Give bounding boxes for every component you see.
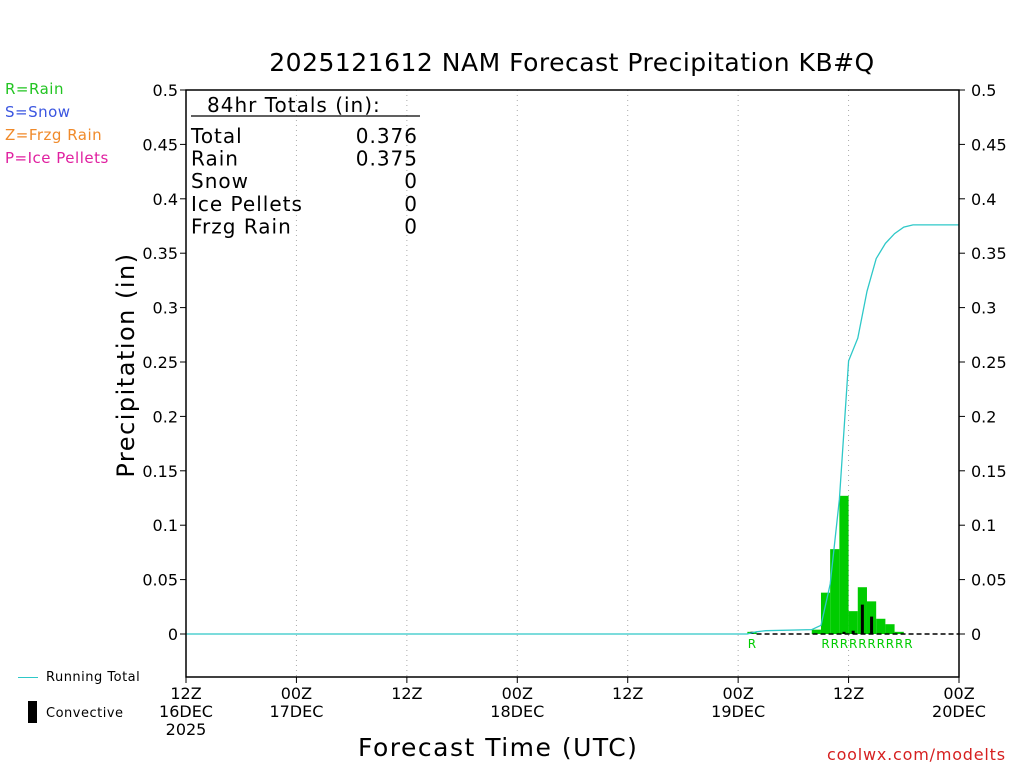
plot-frame bbox=[185, 89, 960, 678]
x-tick-label: 00Z bbox=[281, 684, 312, 703]
y-tick-label-right: 0.4 bbox=[971, 190, 996, 209]
x-tick-label: 00Z bbox=[943, 684, 974, 703]
legend-rain-label: R=Rain bbox=[5, 80, 64, 98]
x-tick-label: 12Z bbox=[391, 684, 422, 703]
ptype-marker: R bbox=[831, 637, 839, 651]
convective-legend-label: Convective bbox=[46, 706, 124, 721]
y-tick-label-left: 0.45 bbox=[142, 135, 178, 154]
ptype-marker: R bbox=[904, 637, 912, 651]
y-tick-label-right: 0.35 bbox=[971, 244, 1007, 263]
ptype-marker: R bbox=[840, 637, 848, 651]
x-tick-label: 17DEC bbox=[269, 702, 323, 721]
x-tick-label: 12Z bbox=[833, 684, 864, 703]
convective-bar bbox=[860, 604, 864, 634]
ptype-marker: R bbox=[849, 637, 857, 651]
ptype-marker: R bbox=[821, 637, 829, 651]
totals-header: 84hr Totals (in): bbox=[207, 93, 381, 117]
rain-bar bbox=[830, 549, 840, 634]
convective-bar bbox=[842, 631, 846, 634]
chart-grid bbox=[295, 90, 850, 677]
y-tick-label-left: 0.1 bbox=[153, 516, 178, 535]
y-tick-label-right: 0.1 bbox=[971, 516, 996, 535]
y-tick-label-right: 0.3 bbox=[971, 299, 996, 318]
rain-bar bbox=[820, 592, 831, 634]
totals-box: 84hr Totals (in): Total 0.376 Rain 0.375 Snow… bbox=[190, 93, 420, 238]
totals-value: 0 bbox=[404, 214, 418, 238]
ptype-marker: R bbox=[895, 637, 903, 651]
x-tick-label: 16DEC bbox=[159, 702, 213, 721]
legend-snow-label: S=Snow bbox=[5, 103, 71, 121]
y-tick-label-left: 0.05 bbox=[142, 571, 178, 590]
convective-legend-swatch bbox=[28, 701, 37, 723]
y-tick-label-right: 0.2 bbox=[971, 407, 996, 426]
legend-ice-pellets-label: P=Ice Pellets bbox=[5, 149, 109, 167]
running-total-line bbox=[186, 224, 959, 635]
ptype-marker: R bbox=[886, 637, 894, 651]
y-tick-label-right: 0.25 bbox=[971, 353, 1007, 372]
convective-bar bbox=[870, 616, 874, 634]
y-tick-label-left: 0.5 bbox=[153, 81, 178, 100]
x-tick-label: 12Z bbox=[170, 684, 201, 703]
y-tick-label-right: 0.05 bbox=[971, 571, 1007, 590]
totals-label: Snow bbox=[191, 169, 249, 193]
ptype-marker: R bbox=[858, 637, 866, 651]
running-total-legend-swatch bbox=[18, 677, 38, 678]
running-total-legend-label: Running Total bbox=[46, 670, 141, 685]
rain-bar bbox=[811, 629, 821, 634]
y-tick-label-right: 0.5 bbox=[971, 81, 996, 100]
y-tick-label-right: 0 bbox=[971, 625, 981, 644]
rain-bar bbox=[894, 631, 904, 634]
y-tick-label-left: 0.4 bbox=[153, 190, 178, 209]
x-tick-label: 2025 bbox=[166, 720, 207, 739]
y-tick-label-left: 0.25 bbox=[142, 353, 178, 372]
ptype-marker: R bbox=[867, 637, 875, 651]
chart-title: 2025121612 NAM Forecast Precipitation KB… bbox=[269, 48, 875, 77]
ptype-marker: R bbox=[748, 637, 756, 651]
x-tick-label: 00Z bbox=[722, 684, 753, 703]
y-tick-label-left: 0.15 bbox=[142, 462, 178, 481]
y-tick-label-right: 0.45 bbox=[971, 135, 1007, 154]
y-tick-label-right: 0.15 bbox=[971, 462, 1007, 481]
totals-value: 0.375 bbox=[356, 147, 418, 171]
totals-label: Rain bbox=[191, 147, 239, 171]
y-tick-label-left: 0.2 bbox=[153, 407, 178, 426]
ptype-marker: R bbox=[877, 637, 885, 651]
x-tick-label: 18DEC bbox=[490, 702, 544, 721]
totals-label: Total bbox=[190, 124, 243, 148]
rain-bar bbox=[848, 611, 858, 634]
credit-text: coolwx.com/modelts bbox=[827, 745, 1006, 764]
y-tick-label-left: 0 bbox=[168, 625, 178, 644]
totals-label: Ice Pellets bbox=[191, 192, 303, 216]
x-tick-label: 00Z bbox=[502, 684, 533, 703]
legend-frzg-rain-label: Z=Frzg Rain bbox=[5, 126, 103, 144]
x-tick-label: 19DEC bbox=[711, 702, 765, 721]
y-tick-label-left: 0.35 bbox=[142, 244, 178, 263]
totals-label: Frzg Rain bbox=[191, 214, 292, 238]
x-axis-label: Forecast Time (UTC) bbox=[358, 733, 639, 762]
rain-bar bbox=[839, 495, 849, 634]
x-tick-label: 20DEC bbox=[932, 702, 986, 721]
x-tick-label: 12Z bbox=[612, 684, 643, 703]
chart-bars bbox=[747, 495, 904, 634]
y-tick-label-left: 0.3 bbox=[153, 299, 178, 318]
rain-bar bbox=[885, 624, 895, 634]
totals-value: 0.376 bbox=[356, 124, 418, 148]
totals-value: 0 bbox=[404, 192, 418, 216]
totals-value: 0 bbox=[404, 169, 418, 193]
convective-bar bbox=[851, 630, 855, 634]
rain-bar bbox=[876, 618, 886, 634]
chart-axes: 0 00.05 0.050.1 0.10.15 0.150.2 0.20.25 0.250.… bbox=[142, 81, 1006, 739]
